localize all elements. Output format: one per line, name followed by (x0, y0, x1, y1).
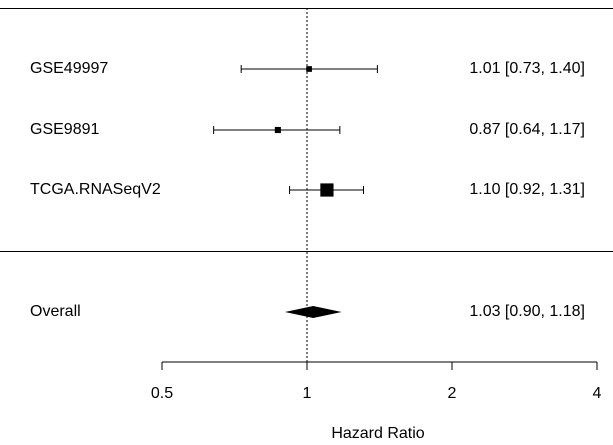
point-estimate-square (274, 126, 281, 134)
overall-label: Overall (30, 303, 81, 320)
x-tick-label: 2 (448, 385, 457, 402)
study-row: GSE49997 1.01 [0.73, 1.40] (30, 60, 585, 77)
study-label: GSE9891 (30, 121, 99, 138)
point-estimate-square (320, 183, 334, 197)
x-axis-label: Hazard Ratio (331, 425, 424, 442)
estimate-text: 0.87 [0.64, 1.17] (469, 121, 585, 138)
study-label: GSE49997 (30, 60, 108, 77)
estimate-text: 1.01 [0.73, 1.40] (469, 60, 585, 77)
study-row: GSE9891 0.87 [0.64, 1.17] (30, 121, 585, 138)
x-axis: 0.5 1 2 4 (151, 361, 602, 402)
overall-estimate-text: 1.03 [0.90, 1.18] (469, 303, 585, 320)
overall-diamond (284, 306, 342, 318)
estimate-text: 1.10 [0.92, 1.31] (469, 181, 585, 198)
x-tick-label: 1 (303, 385, 312, 402)
point-estimate-square (306, 66, 312, 72)
study-label: TCGA.RNASeqV2 (30, 181, 161, 198)
study-rows: GSE49997 1.01 [0.73, 1.40] GSE9891 0.87 [0.… (30, 60, 585, 198)
x-tick-label: 0.5 (151, 385, 173, 402)
study-row: TCGA.RNASeqV2 1.10 [0.92, 1.31] (30, 181, 585, 198)
x-tick-label: 4 (593, 385, 602, 402)
overall-row: Overall 1.03 [0.90, 1.18] (30, 303, 585, 320)
